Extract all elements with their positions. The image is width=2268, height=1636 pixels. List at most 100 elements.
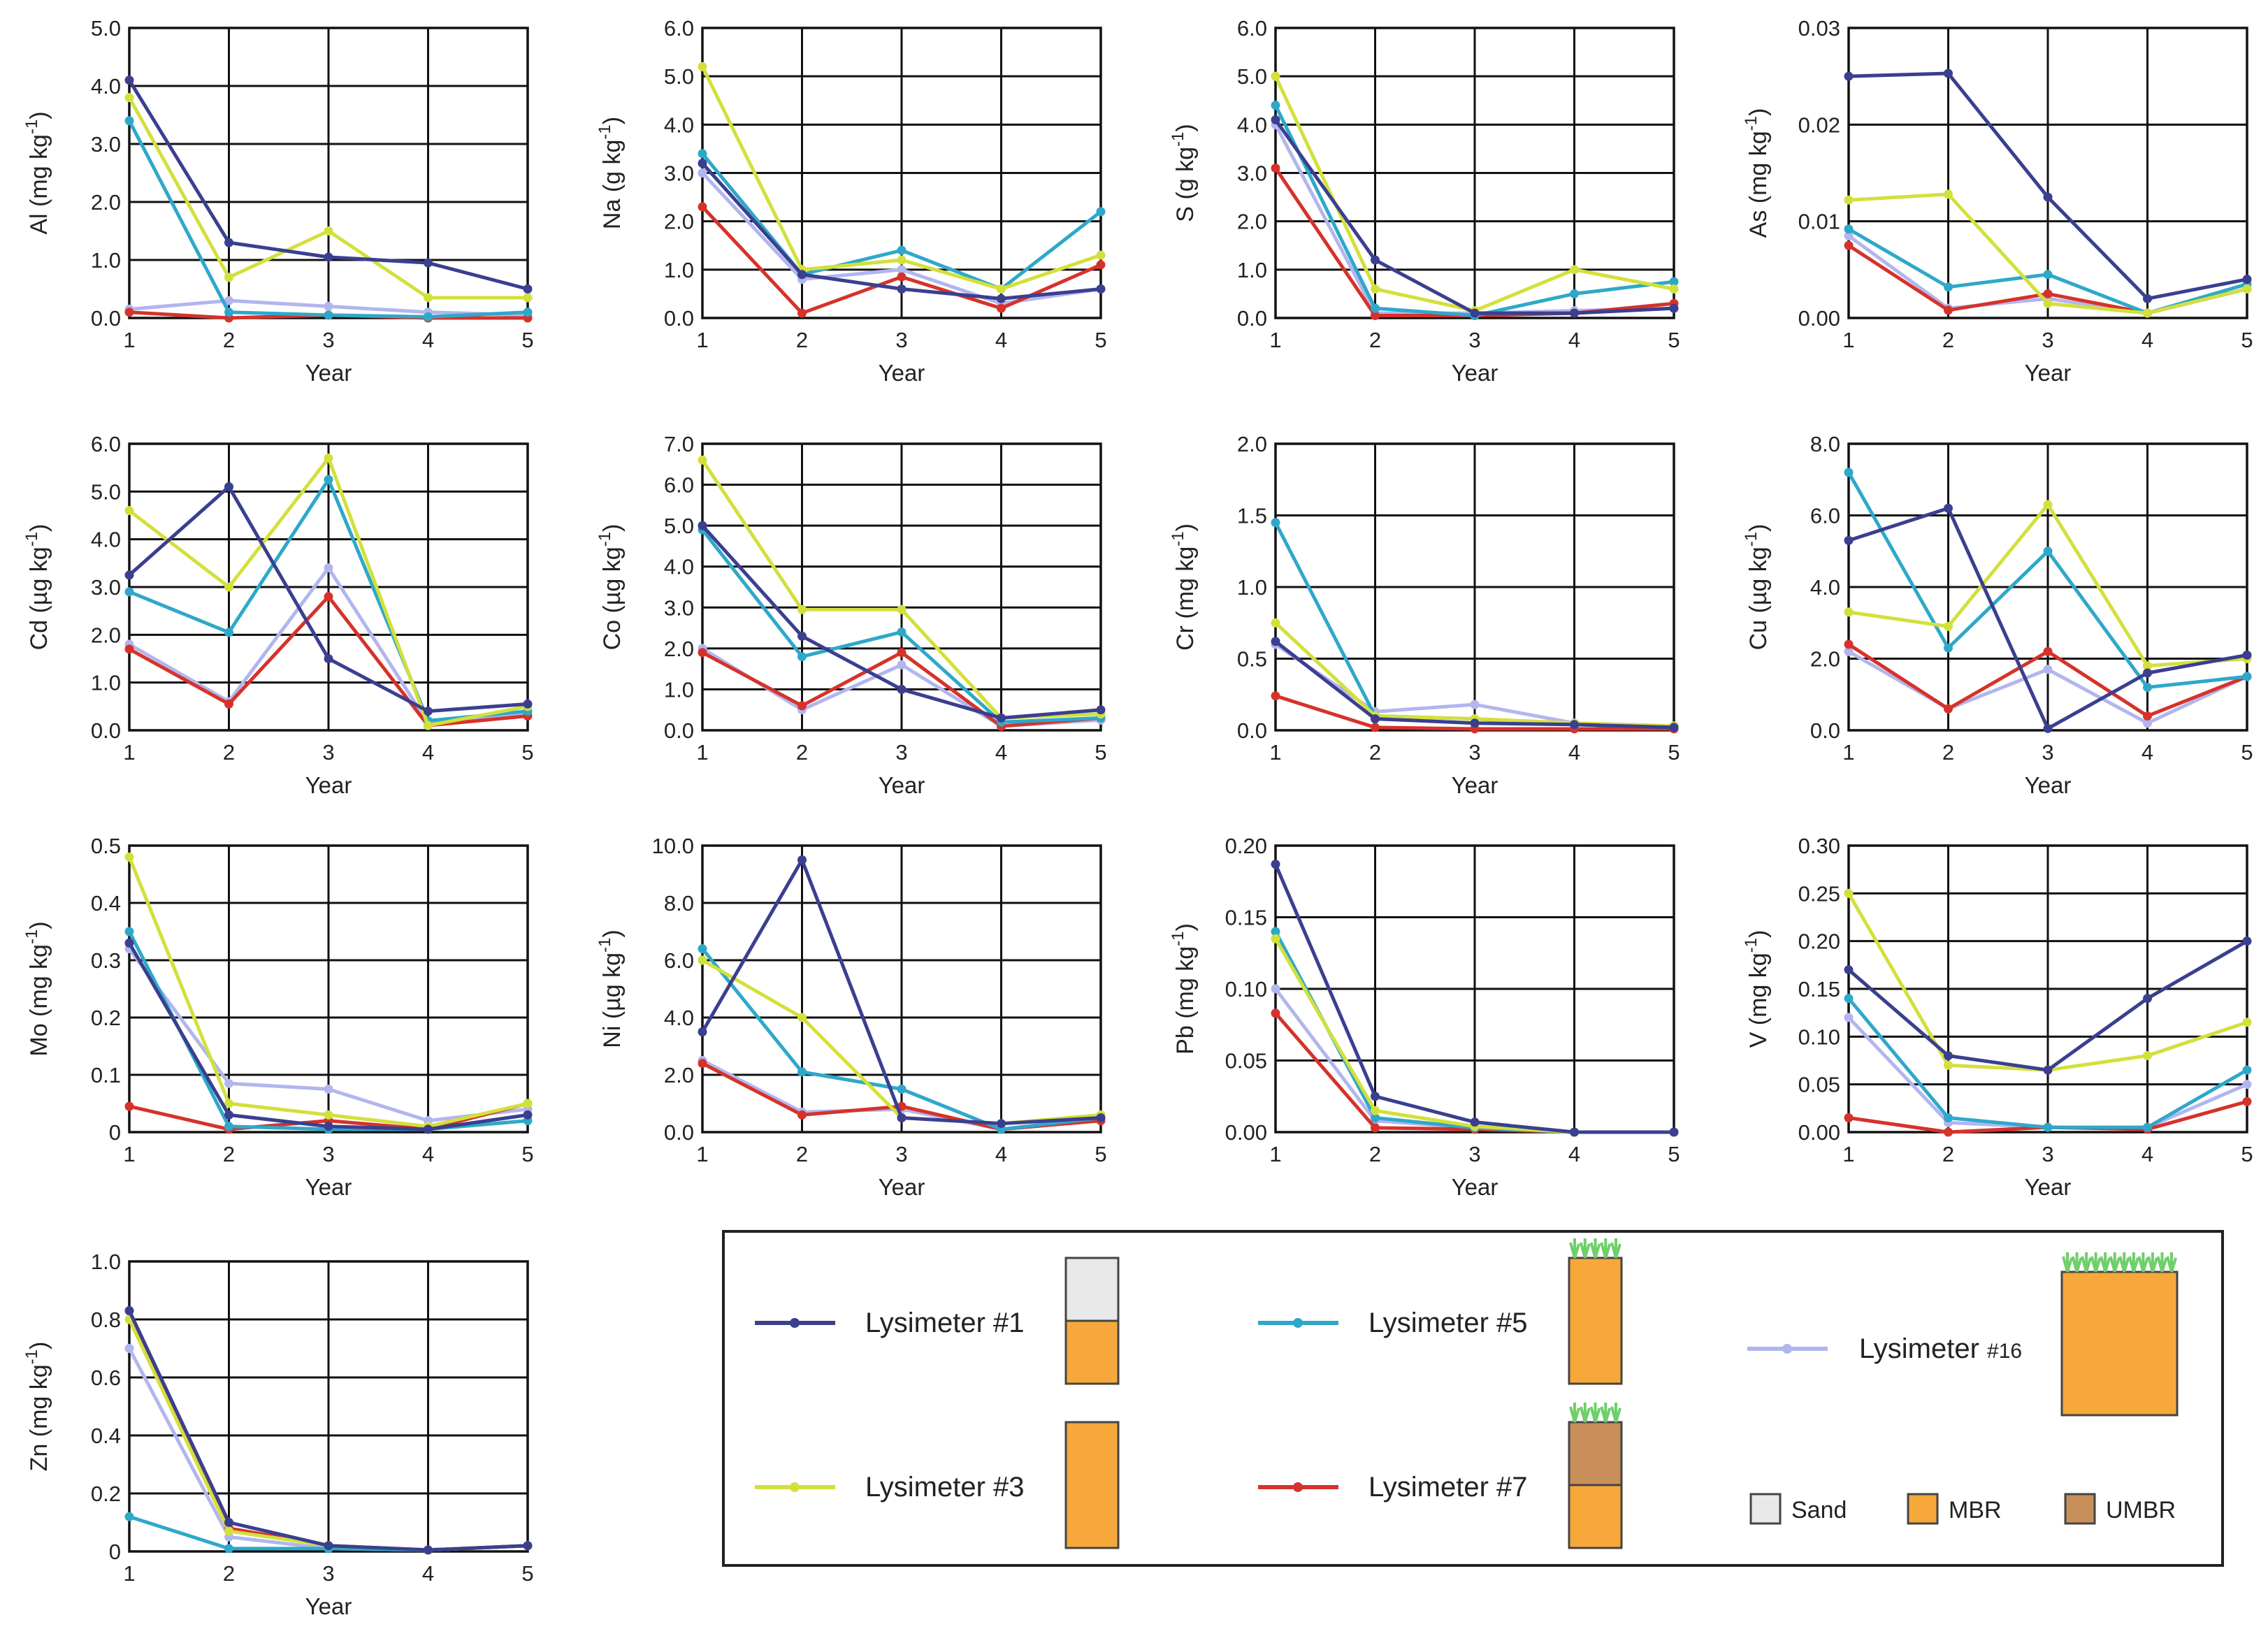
data-point-lys1: [897, 684, 907, 694]
data-point-lys5: [2242, 672, 2252, 681]
data-point-lys3: [1570, 265, 1579, 275]
data-point-lys3: [2242, 284, 2252, 294]
data-point-lys3: [1271, 934, 1280, 943]
x-tick-label: 4: [1568, 1142, 1580, 1166]
x-axis-label: Year: [305, 1174, 352, 1200]
data-point-lys1: [224, 1518, 233, 1527]
data-point-lys7: [2143, 711, 2152, 721]
y-axis-label: As (mg kg-1): [1742, 108, 1772, 238]
data-point-lys7: [1844, 1113, 1854, 1122]
data-point-lys7: [124, 307, 134, 317]
x-axis-label: Year: [2025, 360, 2072, 386]
x-tick-label: 3: [322, 740, 334, 765]
y-tick-label: 1.0: [91, 248, 121, 273]
data-point-lys7: [698, 202, 707, 212]
data-point-lys1: [897, 1113, 907, 1122]
y-axis-label-close: ): [599, 929, 626, 937]
data-point-lys16: [1844, 231, 1854, 240]
y-tick-label: 0.02: [1798, 113, 1840, 137]
material-key-sand: Sand: [1749, 1493, 1847, 1525]
data-point-lys3: [797, 1013, 807, 1022]
data-point-lys1: [1470, 308, 1480, 318]
y-axis-label: Na (g kg-1): [595, 117, 626, 229]
y-tick-label: 1.0: [664, 258, 694, 282]
material-label: MBR: [1949, 1497, 2002, 1523]
data-point-lys7: [2043, 646, 2053, 656]
plot-frame: [1847, 27, 2248, 319]
data-point-lys5: [424, 312, 433, 321]
y-tick-label: 2.0: [664, 210, 694, 234]
chart-panel-zn: 0 0.2 0.4 0.6 0.8 1.0 1 2 3 4 5 Year Zn (mg kg-1): [22, 1250, 534, 1619]
x-tick-label: 3: [895, 328, 907, 352]
data-point-lys3: [124, 506, 134, 516]
x-tick-label: 3: [1468, 328, 1480, 352]
y-tick-label: 5.0: [664, 514, 694, 538]
material-swatch: [2064, 1493, 2096, 1525]
data-point-lys3: [1844, 888, 1854, 898]
x-tick-label: 1: [1842, 1142, 1854, 1166]
x-axis-label: Year: [305, 772, 352, 798]
x-tick-label: 4: [2141, 1142, 2153, 1166]
y-axis-label-element: Cd (µg kg: [26, 546, 52, 650]
data-point-lys1: [897, 284, 907, 294]
data-point-lys1: [1944, 503, 1953, 513]
data-point-lys1: [2043, 723, 2053, 733]
data-point-lys3: [1371, 1106, 1380, 1115]
x-tick-label: 5: [2241, 328, 2253, 352]
data-point-lys7: [1944, 1127, 1953, 1137]
legend-swatch-marker: [1293, 1318, 1303, 1328]
data-point-lys1: [124, 75, 134, 85]
data-point-lys7: [2043, 289, 2053, 298]
data-point-lys3: [424, 721, 433, 730]
x-tick-label: 1: [696, 740, 708, 765]
data-point-lys5: [897, 245, 907, 255]
legend-entry-lys7: Lysimeter #7: [1258, 1421, 1623, 1549]
y-tick-label: 0.00: [1798, 1120, 1840, 1145]
plant-icon: [1569, 1403, 1621, 1423]
y-tick-label: 0.2: [91, 1006, 121, 1030]
x-tick-label: 3: [2042, 328, 2053, 352]
data-point-lys1: [424, 258, 433, 268]
y-tick-label: 0.0: [664, 718, 694, 743]
x-tick-label: 5: [521, 1142, 533, 1166]
data-point-lys3: [2043, 500, 2053, 509]
material-label: Sand: [1791, 1497, 1847, 1523]
material-label: UMBR: [2106, 1497, 2176, 1523]
plant-blade: [1569, 1403, 1580, 1423]
data-point-lys5: [523, 307, 533, 317]
y-tick-label: 4.0: [664, 555, 694, 579]
y-tick-label: 0.01: [1798, 210, 1840, 234]
plant-blade: [2090, 1252, 2102, 1273]
data-point-lys3: [324, 1110, 333, 1120]
x-axis-label: Year: [879, 360, 925, 386]
data-point-lys7: [698, 1059, 707, 1069]
data-point-lys1: [224, 1110, 233, 1120]
plant-blade: [1579, 1403, 1591, 1423]
data-point-lys1: [523, 1541, 533, 1551]
y-tick-label: 2.0: [664, 637, 694, 661]
data-point-lys5: [1271, 518, 1280, 528]
y-axis-label-exponent: -1: [22, 1349, 41, 1364]
y-axis-label-close: ): [26, 111, 52, 119]
chart-panel-pb: 0.00 0.05 0.10 0.15 0.20 1 2 3 4 5 Year Pb (mg kg-1…: [1169, 834, 1680, 1200]
y-tick-label: 1.5: [1237, 504, 1267, 528]
x-tick-label: 2: [796, 740, 808, 765]
y-axis-label-close: ): [26, 1342, 52, 1349]
y-axis-label-close: ): [1745, 524, 1772, 532]
x-tick-label: 1: [1269, 1142, 1281, 1166]
y-axis-label-exponent: -1: [595, 124, 614, 139]
data-point-lys16: [324, 563, 333, 573]
y-axis-label-exponent: -1: [1169, 132, 1187, 147]
y-tick-label: 5.0: [1237, 64, 1267, 89]
x-axis-label: Year: [1452, 772, 1498, 798]
x-axis-label: Year: [1452, 1174, 1498, 1200]
y-tick-label: 4.0: [664, 113, 694, 137]
y-axis-label: V (mg kg-1): [1742, 930, 1772, 1048]
y-axis-label: Pb (mg kg-1): [1169, 923, 1199, 1055]
data-point-lys1: [1844, 535, 1854, 545]
data-point-lys3: [797, 605, 807, 614]
y-axis-label-element: Co (µg kg: [599, 546, 626, 650]
data-point-lys1: [1371, 255, 1380, 265]
data-point-lys3: [698, 955, 707, 965]
plant-icon: [2062, 1252, 2177, 1273]
